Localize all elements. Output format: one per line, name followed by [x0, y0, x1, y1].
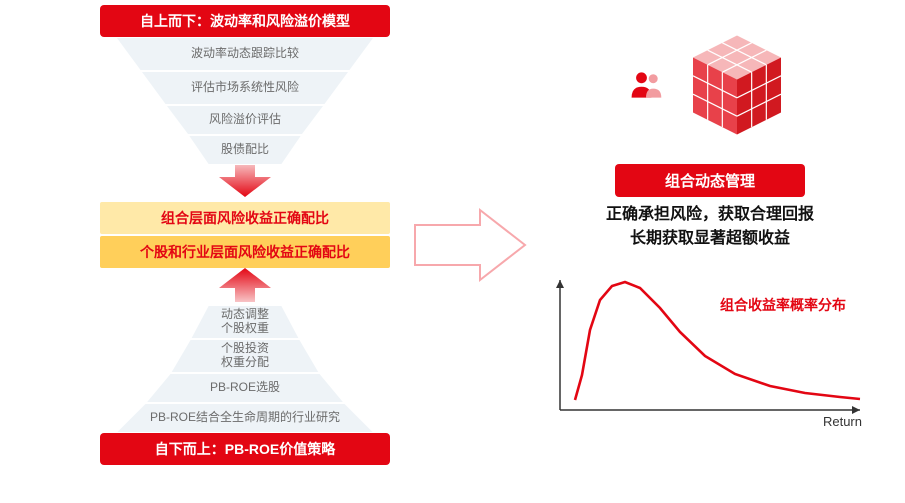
hourglass-top: 波动率动态跟踪比较评估市场系统性风险风险溢价评估股债配比	[115, 37, 375, 165]
cube-icon	[682, 30, 792, 140]
axis-x-label: Return	[823, 414, 862, 429]
funnel-layer: 个股投资权重分配	[115, 339, 375, 373]
bottom-banner: 自下而上：PB-ROE价值策略	[100, 433, 390, 465]
hourglass-bottom: 动态调整个股权重个股投资权重分配 PB-ROE选股 PB-ROE结合全生命周期的行业…	[115, 305, 375, 433]
funnel-layer: 动态调整个股权重	[115, 305, 375, 339]
distribution-chart: 组合收益率概率分布 Return	[550, 265, 870, 435]
cube-area	[540, 20, 880, 150]
funnel-layer: 股债配比	[115, 135, 375, 165]
funnel-layer: PB-ROE结合全生命周期的行业研究	[115, 403, 375, 433]
top-banner: 自上而下：波动率和风险溢价模型	[100, 5, 390, 37]
funnel-layer: 波动率动态跟踪比较	[115, 37, 375, 71]
desc-line-1: 正确承担风险，获取合理回报	[540, 203, 880, 227]
arrow-up-icon	[215, 268, 275, 307]
mid-box-upper: 组合层面风险收益正确配比	[100, 202, 390, 234]
desc-line-2: 长期获取显著超额收益	[540, 227, 880, 251]
right-tag: 组合动态管理	[615, 164, 805, 197]
funnel-layer-label: 动态调整个股权重	[221, 308, 269, 336]
big-arrow-icon	[410, 205, 530, 285]
mid-box-lower: 个股和行业层面风险收益正确配比	[100, 236, 390, 268]
people-icon	[628, 67, 664, 103]
funnel-layer-label: 股债配比	[221, 143, 269, 157]
funnel-layer-label: PB-ROE结合全生命周期的行业研究	[150, 411, 340, 425]
arrow-down-icon	[215, 163, 275, 202]
left-funnel-panel: 自上而下：波动率和风险溢价模型 波动率动态跟踪比较评估市场系统性风险风险溢价评估…	[100, 5, 390, 465]
right-desc: 正确承担风险，获取合理回报 长期获取显著超额收益	[540, 203, 880, 251]
funnel-layer-label: 个股投资权重分配	[221, 342, 269, 370]
funnel-layer: 评估市场系统性风险	[115, 71, 375, 105]
funnel-layer: PB-ROE选股	[115, 373, 375, 403]
right-panel: 组合动态管理 正确承担风险，获取合理回报 长期获取显著超额收益 组合收益率概率分…	[540, 20, 880, 435]
funnel-layer-label: 风险溢价评估	[209, 113, 281, 127]
curve-label: 组合收益率概率分布	[720, 295, 846, 315]
funnel-layer: 风险溢价评估	[115, 105, 375, 135]
funnel-layer-label: PB-ROE选股	[210, 381, 280, 395]
funnel-layer-label: 波动率动态跟踪比较	[191, 47, 299, 61]
funnel-layer-label: 评估市场系统性风险	[191, 81, 299, 95]
